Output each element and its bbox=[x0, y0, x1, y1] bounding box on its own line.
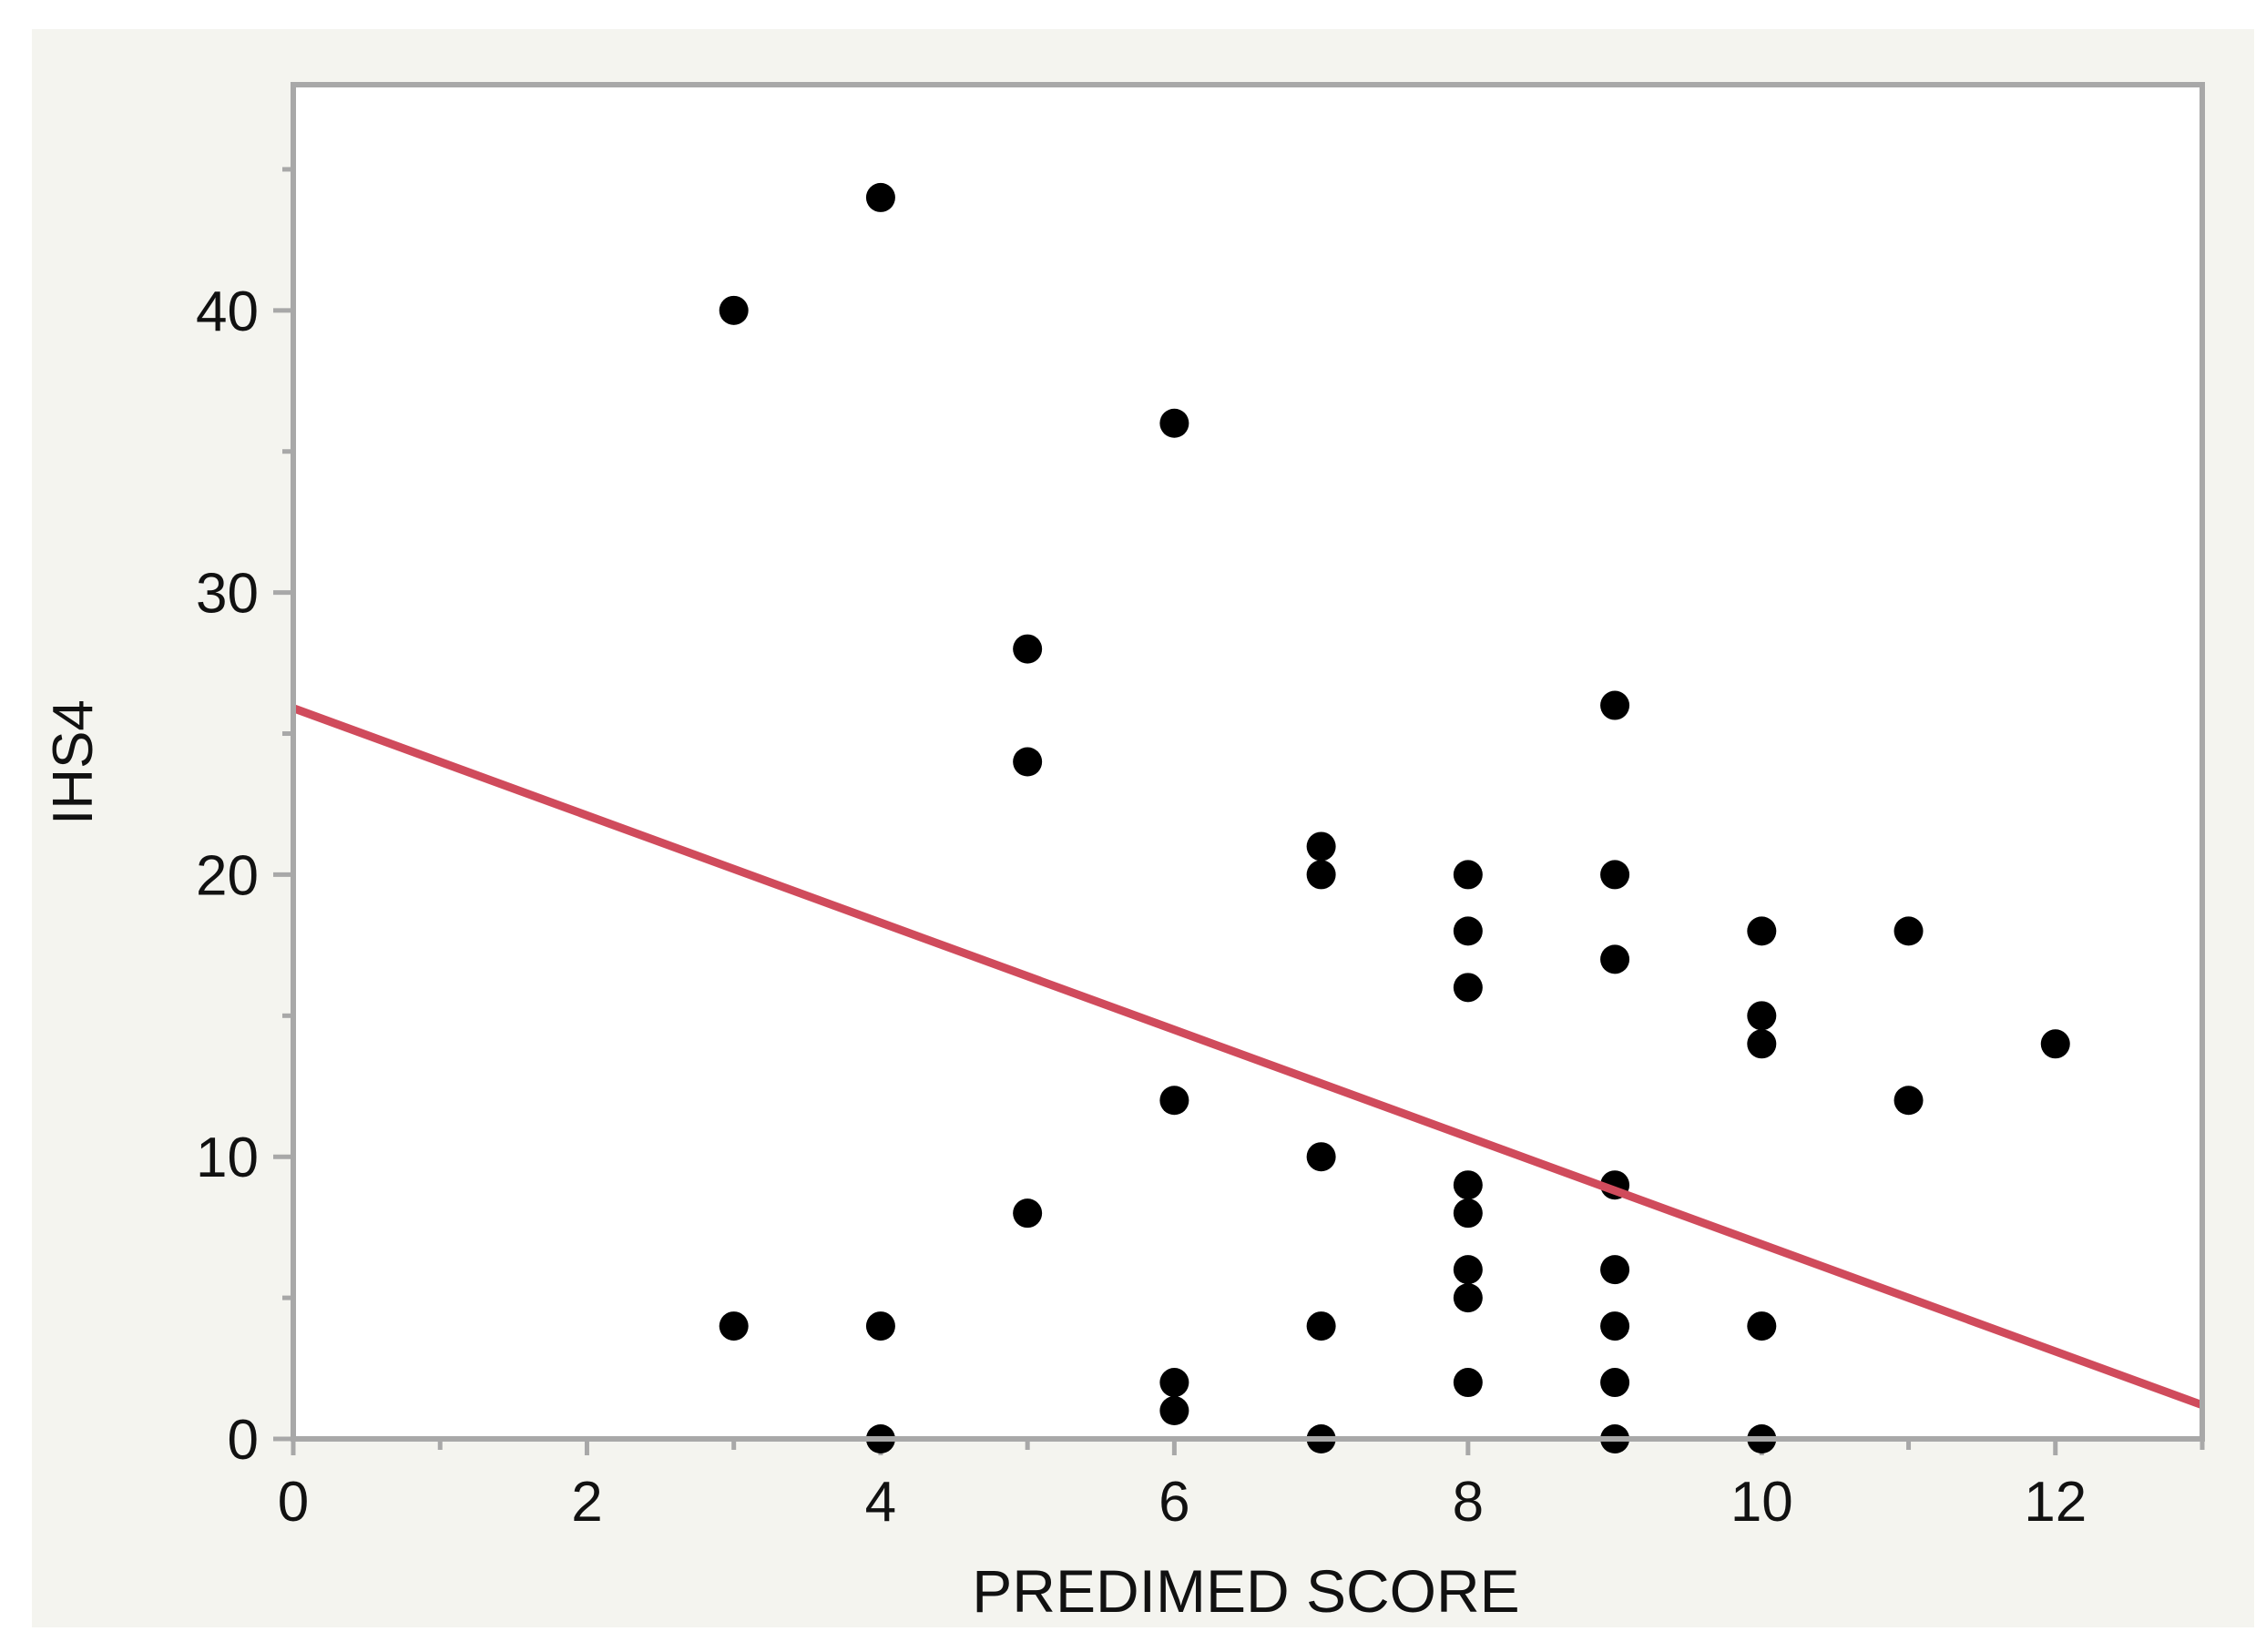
x-tick-label: 10 bbox=[1730, 1471, 1793, 1534]
y-axis-label: IHS4 bbox=[42, 699, 105, 825]
y-tick-label: 10 bbox=[196, 1127, 259, 1189]
data-point bbox=[1159, 1086, 1189, 1116]
y-tick-label: 40 bbox=[196, 280, 259, 343]
data-point bbox=[1893, 1086, 1924, 1116]
data-point bbox=[1600, 1311, 1630, 1341]
data-point bbox=[1306, 1142, 1336, 1172]
data-point bbox=[1453, 1170, 1483, 1200]
x-tick-label: 4 bbox=[865, 1471, 896, 1534]
data-point bbox=[1159, 1396, 1189, 1426]
data-point bbox=[719, 1311, 749, 1341]
data-point bbox=[1453, 1283, 1483, 1313]
axis-tick-labels: 0 2 4 6 8 10 12 0 10 20 30 40 bbox=[196, 280, 2087, 1534]
data-point bbox=[1893, 916, 1924, 946]
data-point bbox=[1600, 1368, 1630, 1398]
data-point bbox=[1306, 860, 1336, 890]
x-tick-label: 6 bbox=[1159, 1471, 1189, 1534]
data-point bbox=[1306, 1311, 1336, 1341]
y-tick-label: 20 bbox=[196, 844, 259, 907]
data-point bbox=[1013, 634, 1043, 664]
data-point bbox=[1306, 831, 1336, 862]
y-tick-label: 0 bbox=[228, 1409, 259, 1472]
data-point bbox=[1453, 916, 1483, 946]
data-point bbox=[1453, 973, 1483, 1003]
plot-area bbox=[293, 85, 2202, 1439]
data-point bbox=[1159, 408, 1189, 438]
data-point bbox=[1747, 1029, 1777, 1059]
data-point bbox=[1747, 1001, 1777, 1031]
data-point bbox=[1453, 1255, 1483, 1285]
data-point bbox=[719, 295, 749, 325]
data-point bbox=[1600, 1255, 1630, 1285]
data-point bbox=[1453, 1368, 1483, 1398]
data-point bbox=[865, 182, 895, 212]
x-tick-label: 8 bbox=[1453, 1471, 1484, 1534]
x-tick-label: 0 bbox=[278, 1471, 309, 1534]
x-axis-label: PREDIMED SCORE bbox=[972, 1557, 1519, 1625]
data-point bbox=[1013, 1198, 1043, 1229]
data-point bbox=[1453, 1198, 1483, 1229]
data-point bbox=[1600, 860, 1630, 890]
data-point bbox=[1747, 1311, 1777, 1341]
data-point bbox=[1453, 860, 1483, 890]
data-point bbox=[1159, 1368, 1189, 1398]
plot-frame bbox=[291, 82, 2205, 1442]
regression-line bbox=[291, 704, 2204, 1410]
data-point bbox=[1013, 747, 1043, 777]
y-tick-label: 30 bbox=[196, 563, 259, 626]
data-point bbox=[865, 1311, 895, 1341]
x-tick-label: 12 bbox=[2024, 1471, 2087, 1534]
data-point bbox=[1600, 944, 1630, 974]
data-points bbox=[719, 182, 2070, 1453]
data-point bbox=[1747, 916, 1777, 946]
data-point bbox=[1600, 690, 1630, 720]
data-point bbox=[2040, 1029, 2070, 1059]
x-tick-label: 2 bbox=[571, 1471, 602, 1534]
